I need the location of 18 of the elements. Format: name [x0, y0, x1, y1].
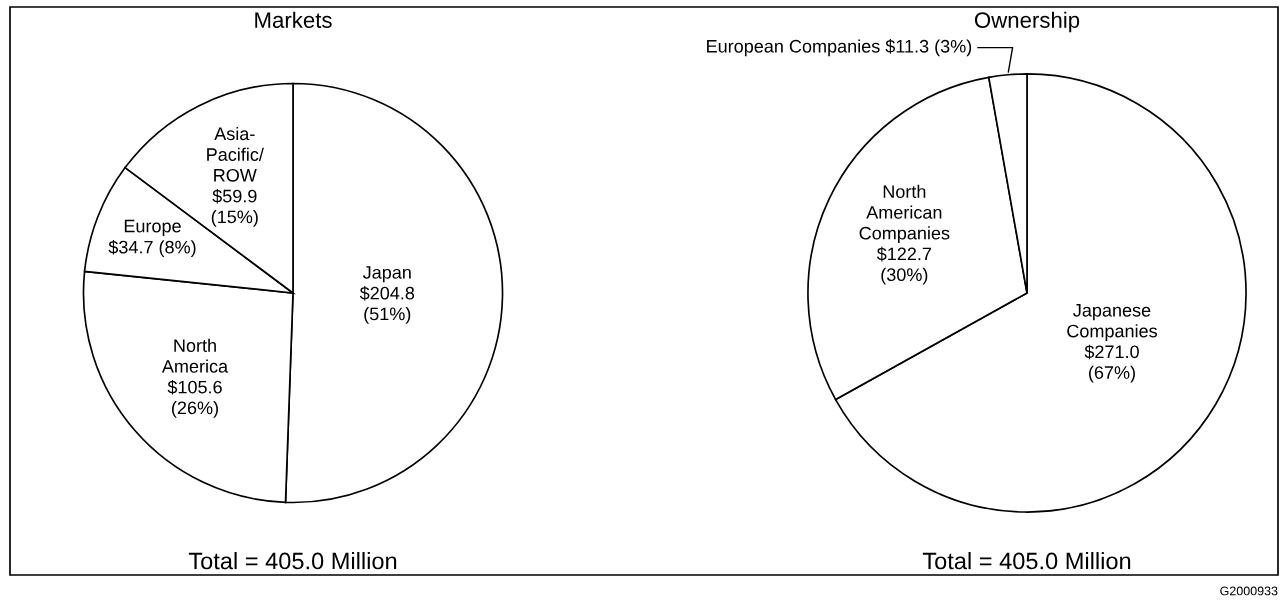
- text: G2000933: [1220, 586, 1278, 596]
- slice-label: European Companies $11.3 (3%): [707, 39, 972, 57]
- data-label: $271.0 (67%): [1084, 344, 1139, 383]
- data-label: $105.6 (26%): [167, 379, 222, 418]
- slice-label: Asia- Pacific/ ROW: [207, 126, 264, 182]
- slice-label: Japan: [362, 266, 411, 283]
- data-label: $204.8 (51%): [359, 285, 415, 324]
- text: Total = 405.0 Million: [922, 551, 1131, 570]
- data-label: $59.9 (15%): [211, 188, 258, 227]
- chart-title: Ownership: [974, 11, 1080, 33]
- text: Total = 405.0 Million: [188, 551, 397, 570]
- chart-title: Markets: [255, 11, 332, 28]
- slice-label: Europe: [124, 219, 181, 236]
- data-label: $34.7 (8%): [108, 239, 196, 258]
- slice-label: North American Companies: [859, 184, 950, 244]
- slice-label: Japanese Companies: [1067, 304, 1157, 341]
- slice-label: North America: [161, 338, 229, 373]
- data-label: $122.7 (30%): [876, 246, 932, 285]
